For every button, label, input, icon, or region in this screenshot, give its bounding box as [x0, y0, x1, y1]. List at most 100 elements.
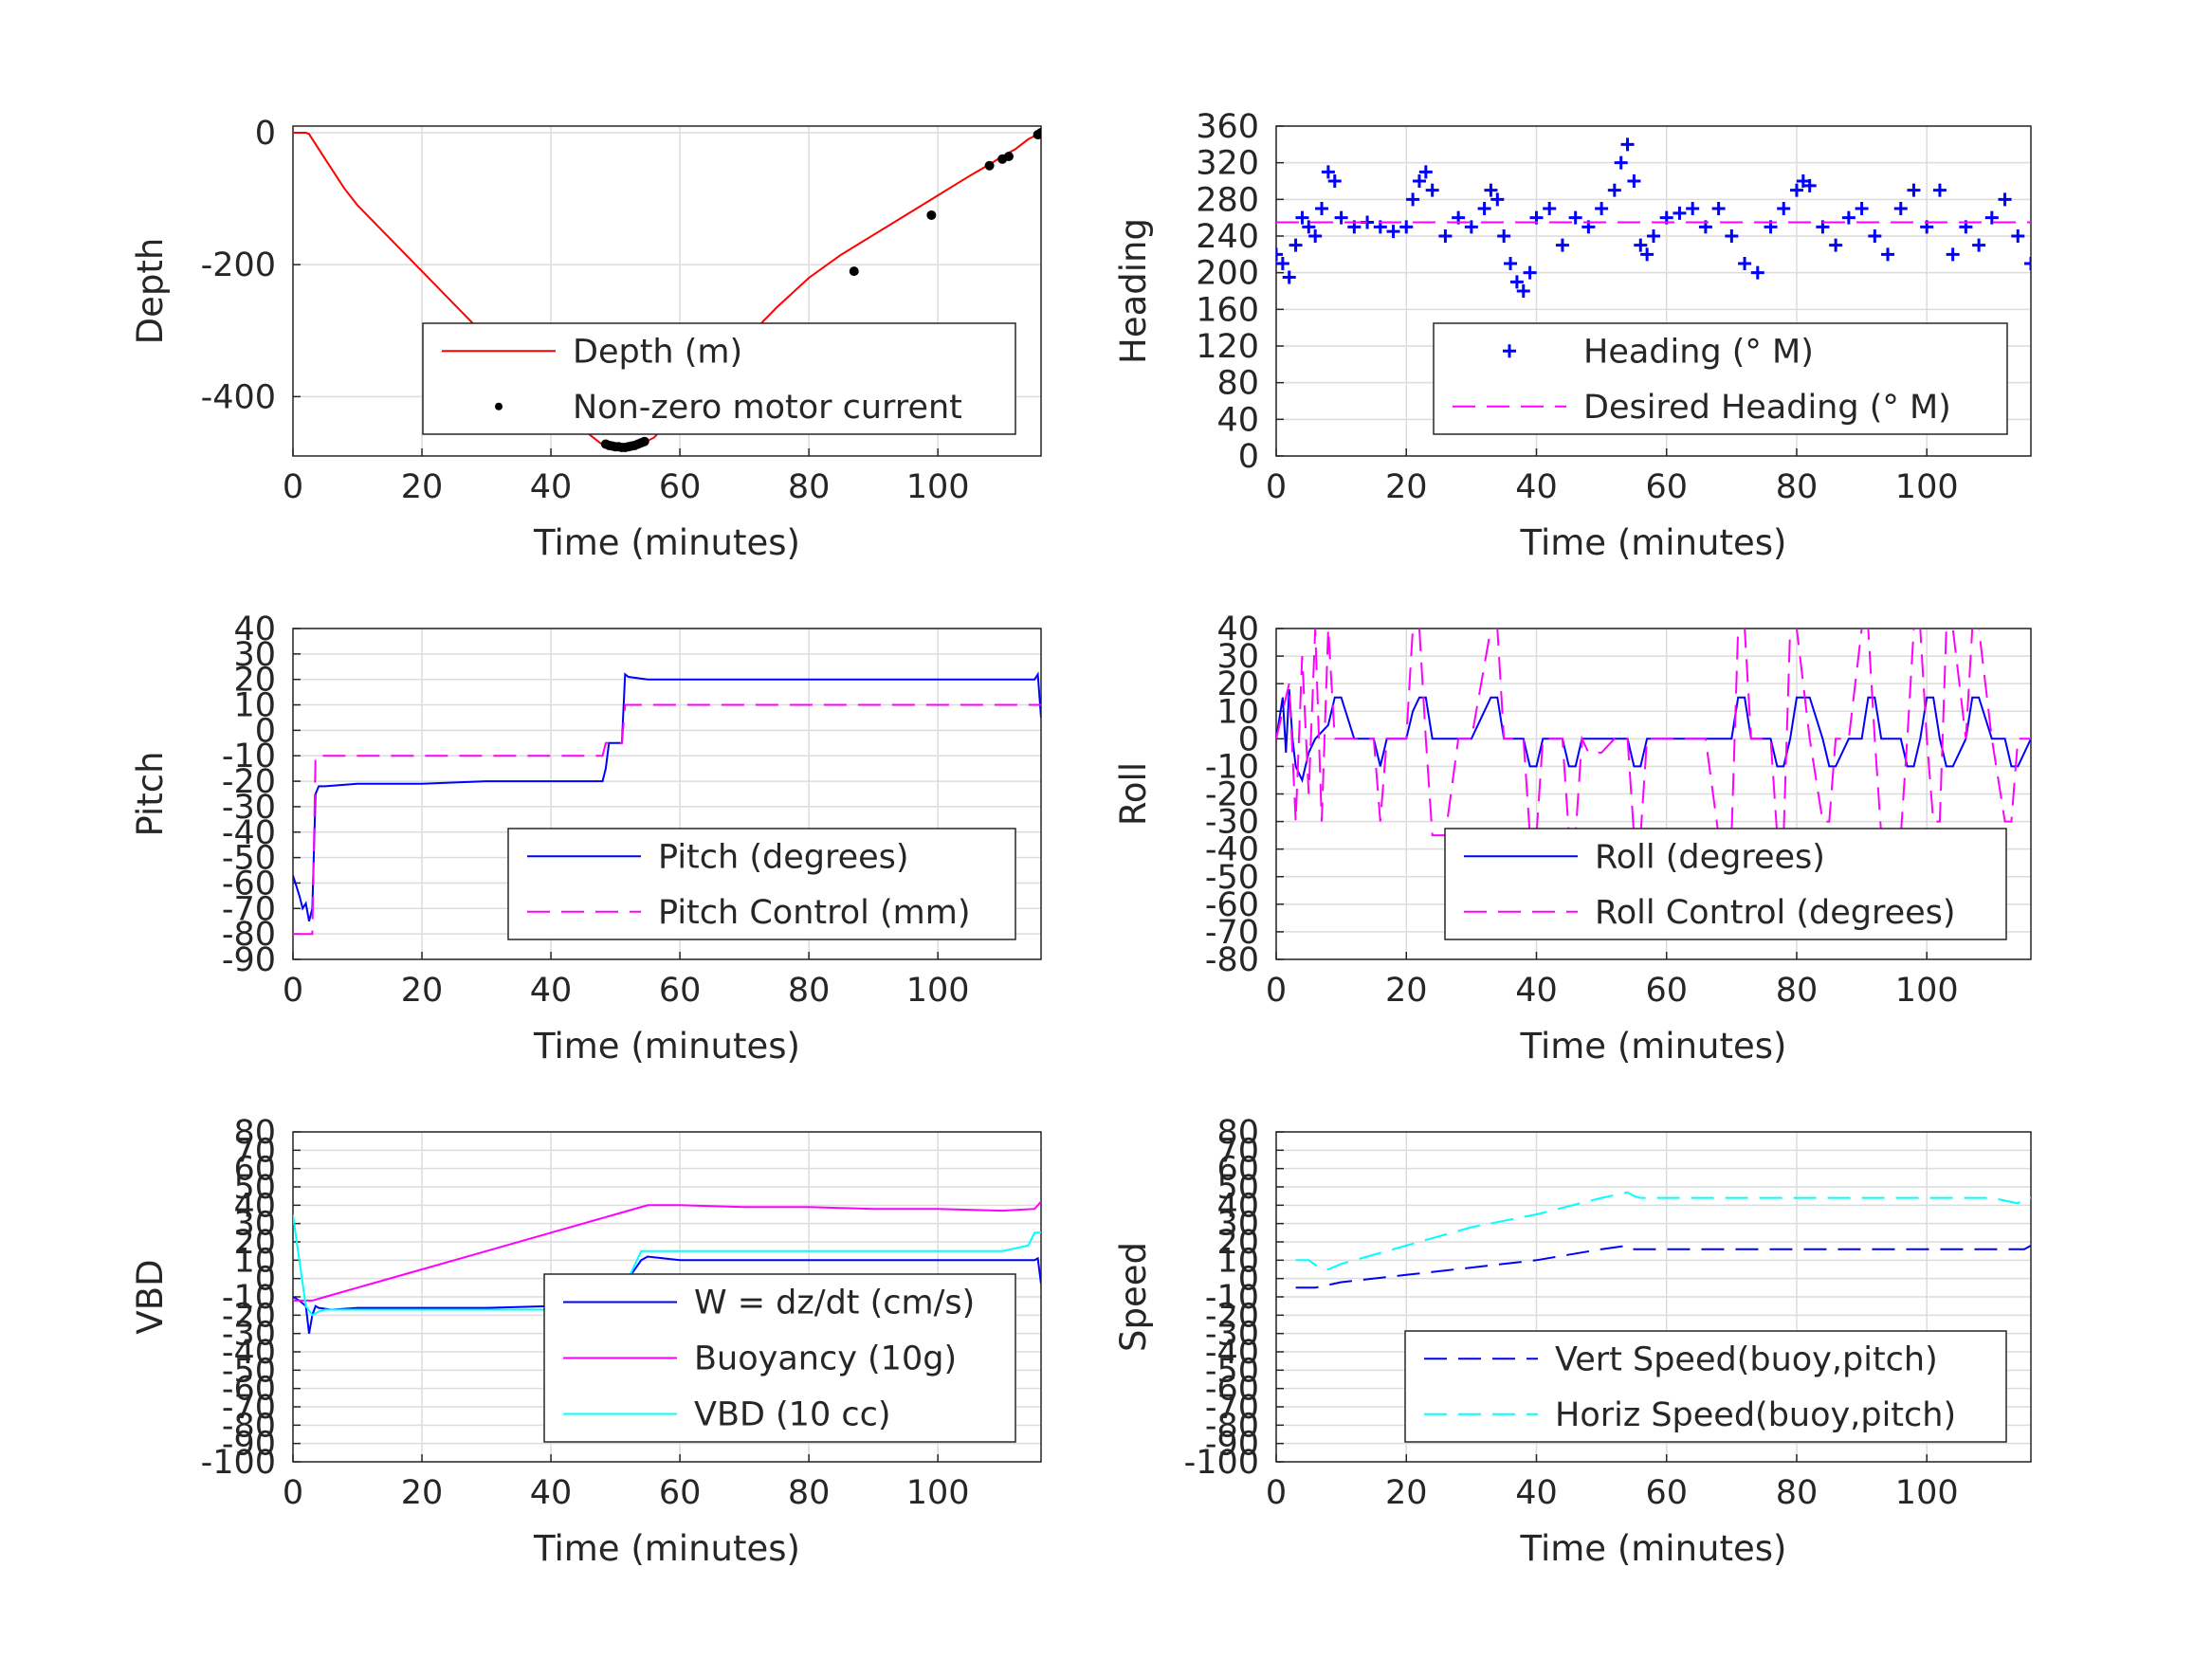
- y-tick-label: -200: [201, 246, 276, 284]
- data-point: [1984, 210, 1999, 225]
- y-tick-label: 80: [233, 1114, 276, 1152]
- y-tick-label: 30: [233, 636, 276, 674]
- x-tick-label: 60: [659, 468, 702, 506]
- data-point: [1276, 257, 1289, 270]
- y-tick-label: 320: [1196, 145, 1259, 183]
- y-axis-label: VBD: [130, 1259, 171, 1334]
- legend-entry: Pitch (degrees): [658, 838, 909, 876]
- y-tick-label: -10: [222, 738, 276, 775]
- y-tick-label: -80: [222, 916, 276, 954]
- y-tick-label: 0: [1238, 438, 1259, 476]
- y-tick-label: -50: [222, 840, 276, 878]
- depth-legend: Depth (m) Non-zero motor current: [422, 322, 1016, 435]
- data-point: [1802, 178, 1817, 192]
- legend-box: [1444, 828, 2007, 940]
- legend-entry: Desired Heading (° M): [1583, 389, 1951, 427]
- data-point: [1464, 220, 1478, 234]
- data-point: [1308, 229, 1323, 243]
- y-tick-label: 10: [1216, 1242, 1259, 1280]
- x-tick-label: 60: [1645, 468, 1688, 506]
- data-point: [1614, 155, 1628, 170]
- data-point: [1972, 238, 1986, 252]
- data-point: [1855, 202, 1869, 215]
- data-point: [1998, 192, 2012, 207]
- y-tick-label: -80: [1205, 1407, 1259, 1445]
- y-tick-label: -80: [1205, 941, 1259, 979]
- legend-entry: Buoyancy (10g): [694, 1340, 957, 1378]
- data-point: [1438, 229, 1453, 243]
- y-axis-label: Speed: [1113, 1242, 1154, 1352]
- data-point: [1932, 183, 1947, 197]
- legend-entry: Depth (m): [573, 333, 742, 371]
- y-tick-label: 40: [1216, 401, 1259, 439]
- data-point: [1302, 220, 1316, 234]
- data-point: [1276, 247, 1283, 262]
- x-tick-label: 0: [283, 468, 303, 506]
- x-tick-label: 40: [530, 1474, 573, 1512]
- y-tick-label: 20: [1216, 1224, 1259, 1262]
- data-point: [1647, 229, 1660, 243]
- data-point: [1634, 238, 1648, 252]
- y-tick-label: 40: [233, 1187, 276, 1225]
- data-point: [1497, 229, 1511, 243]
- data-point: [1321, 165, 1335, 179]
- data-point: [1425, 183, 1439, 197]
- series-line: [1276, 688, 2031, 784]
- data-point: [2024, 257, 2031, 270]
- y-tick-label: -70: [1205, 914, 1259, 952]
- y-tick-label: -50: [1205, 859, 1259, 897]
- roll-series-group: [1276, 629, 2031, 837]
- x-tick-label: 20: [1385, 1474, 1428, 1512]
- x-tick-label: 80: [788, 972, 831, 1010]
- data-point: [1504, 257, 1518, 270]
- y-tick-label: -90: [222, 941, 276, 979]
- data-point: [1386, 225, 1400, 239]
- x-tick-label: 40: [530, 468, 573, 506]
- x-tick-label: 60: [1645, 972, 1688, 1010]
- y-tick-label: 160: [1196, 291, 1259, 329]
- data-point: [639, 436, 649, 447]
- data-point: [1725, 229, 1739, 243]
- data-point: [1282, 270, 1296, 284]
- roll-plot: 0 20 40 60 80 100403020100-10-20-30-40-50-60-…: [1113, 611, 2032, 1066]
- legend-entry: Roll Control (degrees): [1595, 894, 1956, 932]
- legend-swatch: [495, 402, 503, 410]
- y-tick-label: -10: [1205, 1279, 1259, 1317]
- y-axis-label: Heading: [1113, 218, 1154, 364]
- data-point: [1295, 210, 1309, 225]
- legend-entry: Non-zero motor current: [573, 389, 962, 427]
- x-tick-label: 20: [401, 972, 444, 1010]
- x-tick-label: 40: [1515, 1474, 1558, 1512]
- y-tick-label: -400: [201, 378, 276, 416]
- y-tick-label: -20: [1205, 1297, 1259, 1335]
- data-point: [1868, 229, 1882, 243]
- data-point: [1595, 202, 1609, 215]
- data-point: [1003, 152, 1014, 162]
- data-point: [1036, 127, 1041, 137]
- y-tick-label: -20: [222, 763, 276, 801]
- y-tick-label: 0: [1238, 1261, 1259, 1299]
- y-tick-label: -20: [222, 1297, 276, 1335]
- y-tick-label: -70: [222, 890, 276, 928]
- data-point: [1315, 202, 1329, 215]
- y-tick-label: 70: [1216, 1132, 1259, 1170]
- y-tick-label: 80: [1216, 365, 1259, 403]
- data-point: [1523, 265, 1537, 280]
- y-tick-label: 60: [233, 1151, 276, 1189]
- vbd-legend: W = dz/dt (cm/s) Buoyancy (10g) VBD (10 cc…: [543, 1273, 1016, 1443]
- x-tick-label: 20: [1385, 972, 1428, 1010]
- y-tick-label: 20: [1216, 665, 1259, 703]
- y-tick-label: 50: [233, 1169, 276, 1207]
- y-tick-label: 20: [233, 1224, 276, 1262]
- legend-entry: Pitch Control (mm): [658, 894, 970, 932]
- y-tick-label: -90: [222, 1426, 276, 1464]
- x-axis-label: Time (minutes): [1520, 1528, 1787, 1569]
- data-point: [1484, 183, 1498, 197]
- data-point: [1327, 174, 1342, 188]
- x-tick-label: 80: [788, 1474, 831, 1512]
- legend-box: [1404, 1330, 2007, 1443]
- data-point: [926, 210, 937, 220]
- y-tick-label: -80: [222, 1407, 276, 1445]
- data-point: [1620, 137, 1635, 152]
